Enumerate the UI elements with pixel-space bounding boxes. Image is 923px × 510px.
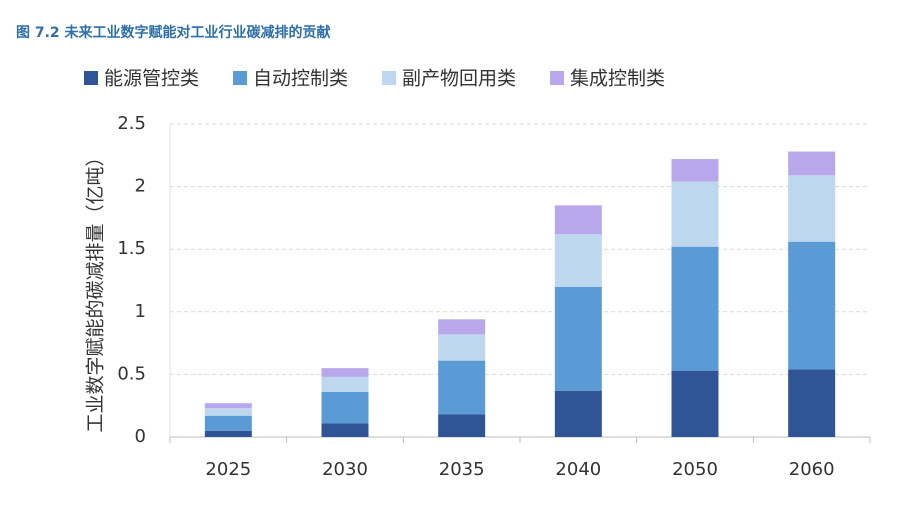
legend-swatch bbox=[233, 71, 248, 85]
y-tick-label: 2.5 bbox=[117, 113, 146, 134]
legend-label: 自动控制类 bbox=[253, 68, 348, 90]
x-tick-label: 2030 bbox=[322, 459, 368, 480]
legend-swatch bbox=[382, 71, 397, 85]
y-tick-label: 1 bbox=[135, 301, 146, 322]
bar-segment bbox=[554, 286, 602, 391]
legend-swatch bbox=[550, 71, 565, 85]
bar-segment bbox=[438, 360, 486, 415]
bar-segment bbox=[321, 368, 369, 377]
x-tick-label: 2025 bbox=[205, 459, 251, 480]
bar-segment bbox=[321, 391, 369, 424]
bar-segment bbox=[554, 205, 602, 235]
bar-segment bbox=[671, 370, 719, 437]
bar-segment bbox=[554, 234, 602, 287]
bar-segment bbox=[554, 390, 602, 437]
bar-segment bbox=[204, 403, 252, 409]
y-tick-label: 0.5 bbox=[117, 363, 146, 384]
x-tick-label: 2060 bbox=[789, 459, 835, 480]
bar-segment bbox=[788, 241, 836, 370]
bar-segment bbox=[438, 319, 486, 335]
bar-segment bbox=[788, 369, 836, 437]
y-tick-label: 0 bbox=[135, 426, 146, 447]
x-tick-label: 2050 bbox=[672, 459, 718, 480]
bar-segment bbox=[788, 151, 836, 176]
legend-label: 能源管控类 bbox=[104, 68, 199, 90]
bar-segment bbox=[321, 376, 369, 392]
bar-segment bbox=[204, 408, 252, 416]
bar-segment bbox=[204, 415, 252, 431]
legend-swatch bbox=[84, 71, 98, 85]
x-tick-label: 2040 bbox=[555, 459, 601, 480]
x-tick-label: 2035 bbox=[439, 459, 485, 480]
legend-label: 副产物回用类 bbox=[402, 68, 516, 90]
y-tick-label: 2 bbox=[135, 176, 146, 197]
bar-segment bbox=[788, 175, 836, 242]
bar-segment bbox=[671, 246, 719, 371]
legend-label: 集成控制类 bbox=[570, 68, 665, 90]
chart-title: 图 7.2 未来工业数字赋能对工业行业碳减排的贡献 bbox=[16, 24, 331, 41]
bar-segment bbox=[204, 430, 252, 437]
y-tick-label: 1.5 bbox=[117, 238, 146, 259]
bar-segment bbox=[321, 423, 369, 437]
bar-segment bbox=[671, 159, 719, 182]
bar-segment bbox=[438, 414, 486, 437]
bar-segment bbox=[438, 334, 486, 361]
bar-segment bbox=[671, 181, 719, 247]
y-axis-label: 工业数字赋能的碳减排量（亿吨） bbox=[85, 147, 107, 432]
